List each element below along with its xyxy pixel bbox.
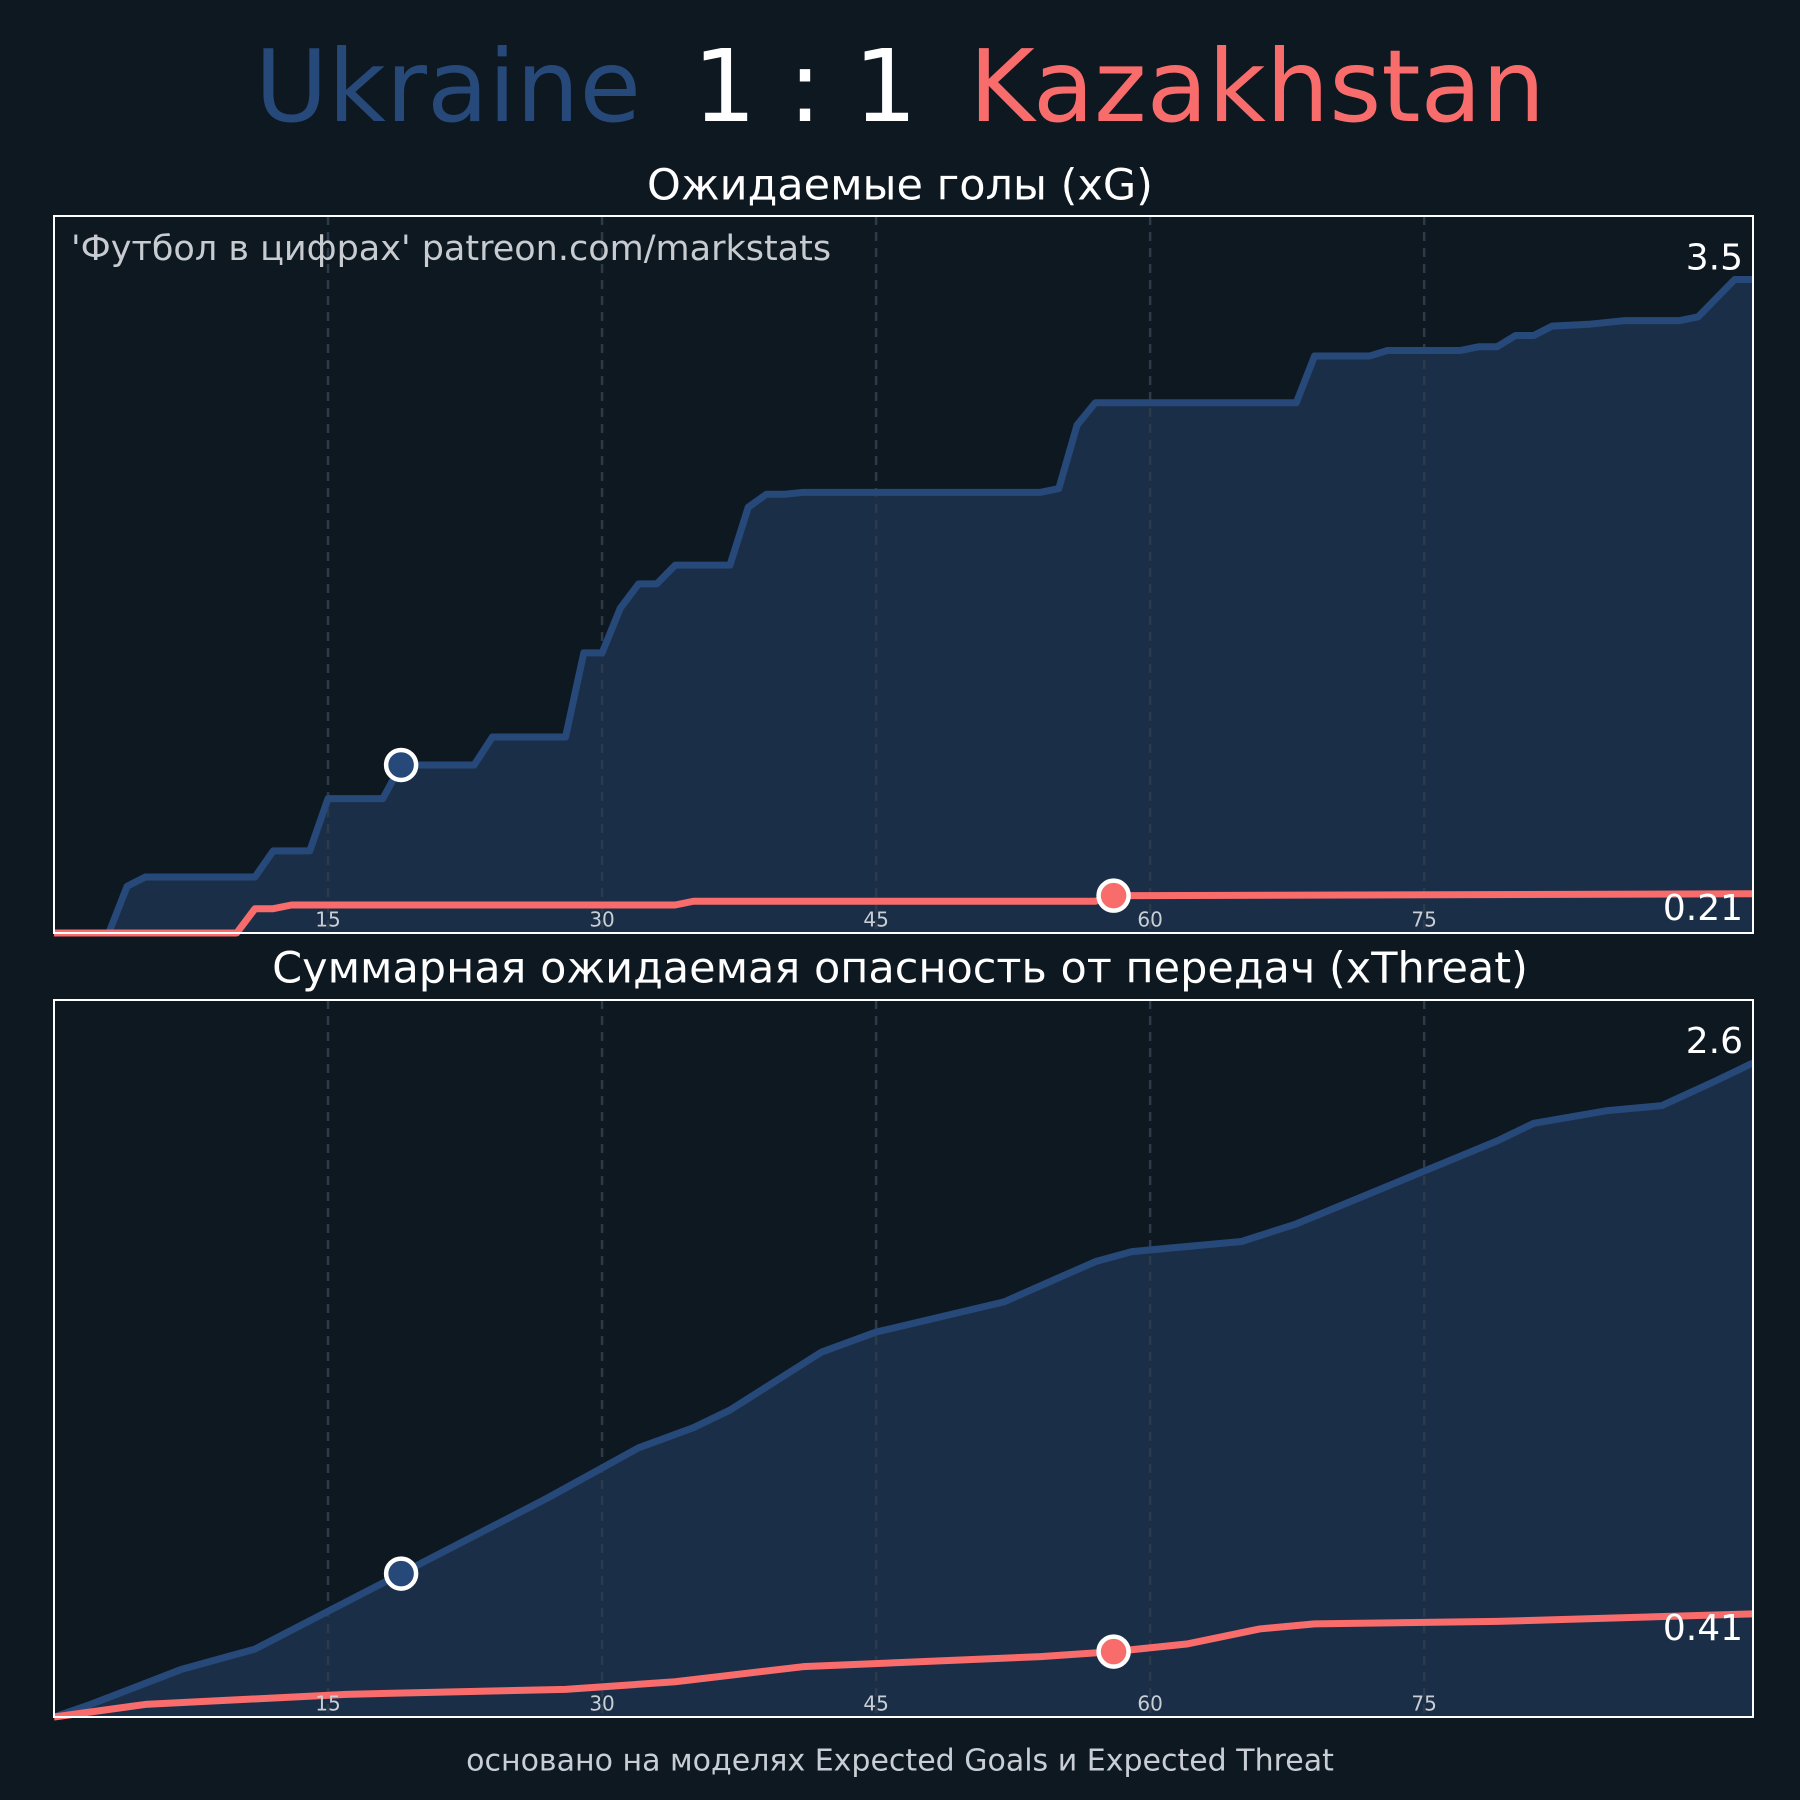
goal-marker: [1096, 1634, 1131, 1669]
x-tick-label: 15: [315, 908, 340, 932]
chart-title: Ожидаемые голы (xG): [647, 161, 1153, 211]
x-tick-label: 60: [1137, 1692, 1162, 1716]
end-label: 3.5: [1686, 237, 1743, 278]
x-tick-label: 75: [1411, 1692, 1436, 1716]
plot-frame: [53, 215, 1754, 934]
end-label: 2.6: [1686, 1021, 1743, 1062]
x-tick-label: 30: [589, 908, 614, 932]
line: [54, 275, 1753, 937]
home-team: Ukraine: [255, 28, 641, 145]
line: [53, 1610, 1754, 1721]
footer: основано на моделях Expected Goals и Exp…: [466, 1744, 1334, 1779]
end-label: 0.21: [1663, 888, 1743, 929]
score: 1 : 1: [693, 28, 918, 145]
chart-title: Суммарная ожидаемая опасность от передач…: [272, 944, 1528, 994]
end-label: 0.41: [1663, 1608, 1743, 1649]
area: [54, 279, 1753, 933]
plot-frame: [53, 999, 1754, 1718]
x-tick-label: 45: [863, 1692, 888, 1716]
area: [54, 1062, 1753, 1717]
x-tick-label: 15: [315, 1692, 340, 1716]
goal-marker: [1096, 878, 1131, 913]
goal-marker: [383, 747, 419, 783]
watermark: 'Футбол в цифрах' patreon.com/markstats: [71, 229, 831, 269]
x-tick-label: 45: [863, 908, 888, 932]
x-tick-label: 75: [1411, 908, 1436, 932]
goal-marker: [383, 1556, 419, 1591]
line: [52, 1059, 1755, 1721]
x-tick-label: 30: [589, 1692, 614, 1716]
x-tick-label: 60: [1137, 908, 1162, 932]
away-team: Kazakhstan: [969, 28, 1545, 145]
match-title: Ukraine 1 : 1 Kazakhstan: [255, 28, 1545, 145]
